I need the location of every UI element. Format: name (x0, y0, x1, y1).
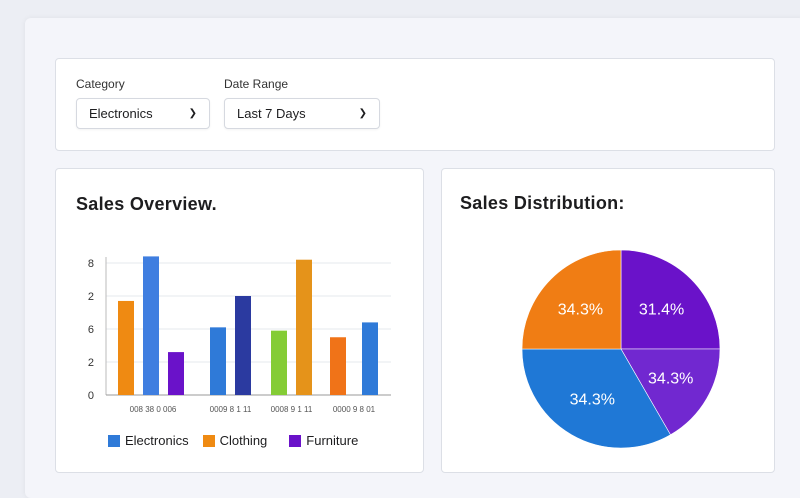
chart-title: Sales Overview. (76, 194, 217, 214)
bar-chart: 0 2 6 2 8 008 38 0 006 0009 8 1 11 0008 9 1 11 0… (88, 256, 391, 414)
legend-swatch (108, 434, 120, 447)
x-tick-label: 0009 8 1 11 (210, 405, 252, 414)
pie-slice-label: 31.4% (639, 301, 684, 318)
x-tick-label: 008 38 0 006 (130, 405, 177, 414)
legend-label: Clothing (219, 433, 268, 448)
chevron-down-icon: ❯ (188, 108, 197, 119)
sales-overview-card: Sales Overview. 0 2 6 2 8 008 38 0 006 0009 8 … (55, 168, 424, 473)
date-range-filter: Date Range Last 7 Days ❯ (224, 77, 380, 129)
legend-label: Electronics (125, 433, 189, 448)
category-value: Electronics (89, 106, 153, 121)
chart-legend: Electronics Clothing Furniture (108, 433, 358, 448)
sales-distribution-card: Sales Distribution: 31.4% 34.3% 34.3% 34.3% (441, 168, 775, 473)
chart-title: Sales Distribution: (460, 193, 625, 213)
bar (143, 256, 159, 395)
bar (296, 259, 312, 395)
pie-slice (620, 249, 721, 350)
pie-slice (620, 348, 721, 436)
y-tick-label: 2 (88, 357, 94, 369)
date-range-label: Date Range (224, 77, 289, 91)
bar (362, 322, 378, 395)
pie-slice-label: 34.3% (570, 392, 615, 409)
pie-slice (521, 348, 671, 449)
y-tick-label: 6 (88, 324, 94, 336)
bar (168, 352, 184, 395)
date-range-value: Last 7 Days (237, 106, 306, 121)
date-range-select[interactable]: Last 7 Days ❯ (224, 98, 380, 129)
filters-card: Category Electronics ❯ Date Range Last 7… (55, 58, 775, 151)
y-tick-label: 0 (88, 390, 94, 402)
x-tick-label: 0000 9 8 01 (333, 405, 376, 414)
legend-label: Furniture (306, 433, 359, 448)
x-tick-label: 0008 9 1 11 (271, 405, 313, 414)
bar (330, 337, 346, 395)
legend-item: Electronics (108, 433, 189, 448)
bar (118, 300, 134, 395)
bar (235, 296, 251, 395)
legend-swatch (289, 434, 302, 447)
chevron-down-icon: ❯ (358, 108, 367, 119)
bar (271, 330, 287, 395)
legend-item: Clothing (202, 433, 268, 448)
y-tick-label: 8 (88, 258, 94, 270)
category-label: Category (76, 77, 125, 91)
pie-slice (521, 249, 622, 350)
category-select[interactable]: Electronics ❯ (76, 98, 210, 129)
pie-slice-label: 34.3% (648, 371, 693, 388)
bar (210, 327, 226, 395)
legend-item: Furniture (289, 433, 358, 448)
legend-swatch (202, 434, 215, 447)
pie-slice-label: 34.3% (558, 301, 603, 318)
pie-chart: 31.4% 34.3% 34.3% 34.3% (521, 249, 721, 449)
category-filter: Category Electronics ❯ (76, 77, 210, 129)
y-tick-label: 2 (88, 291, 94, 303)
